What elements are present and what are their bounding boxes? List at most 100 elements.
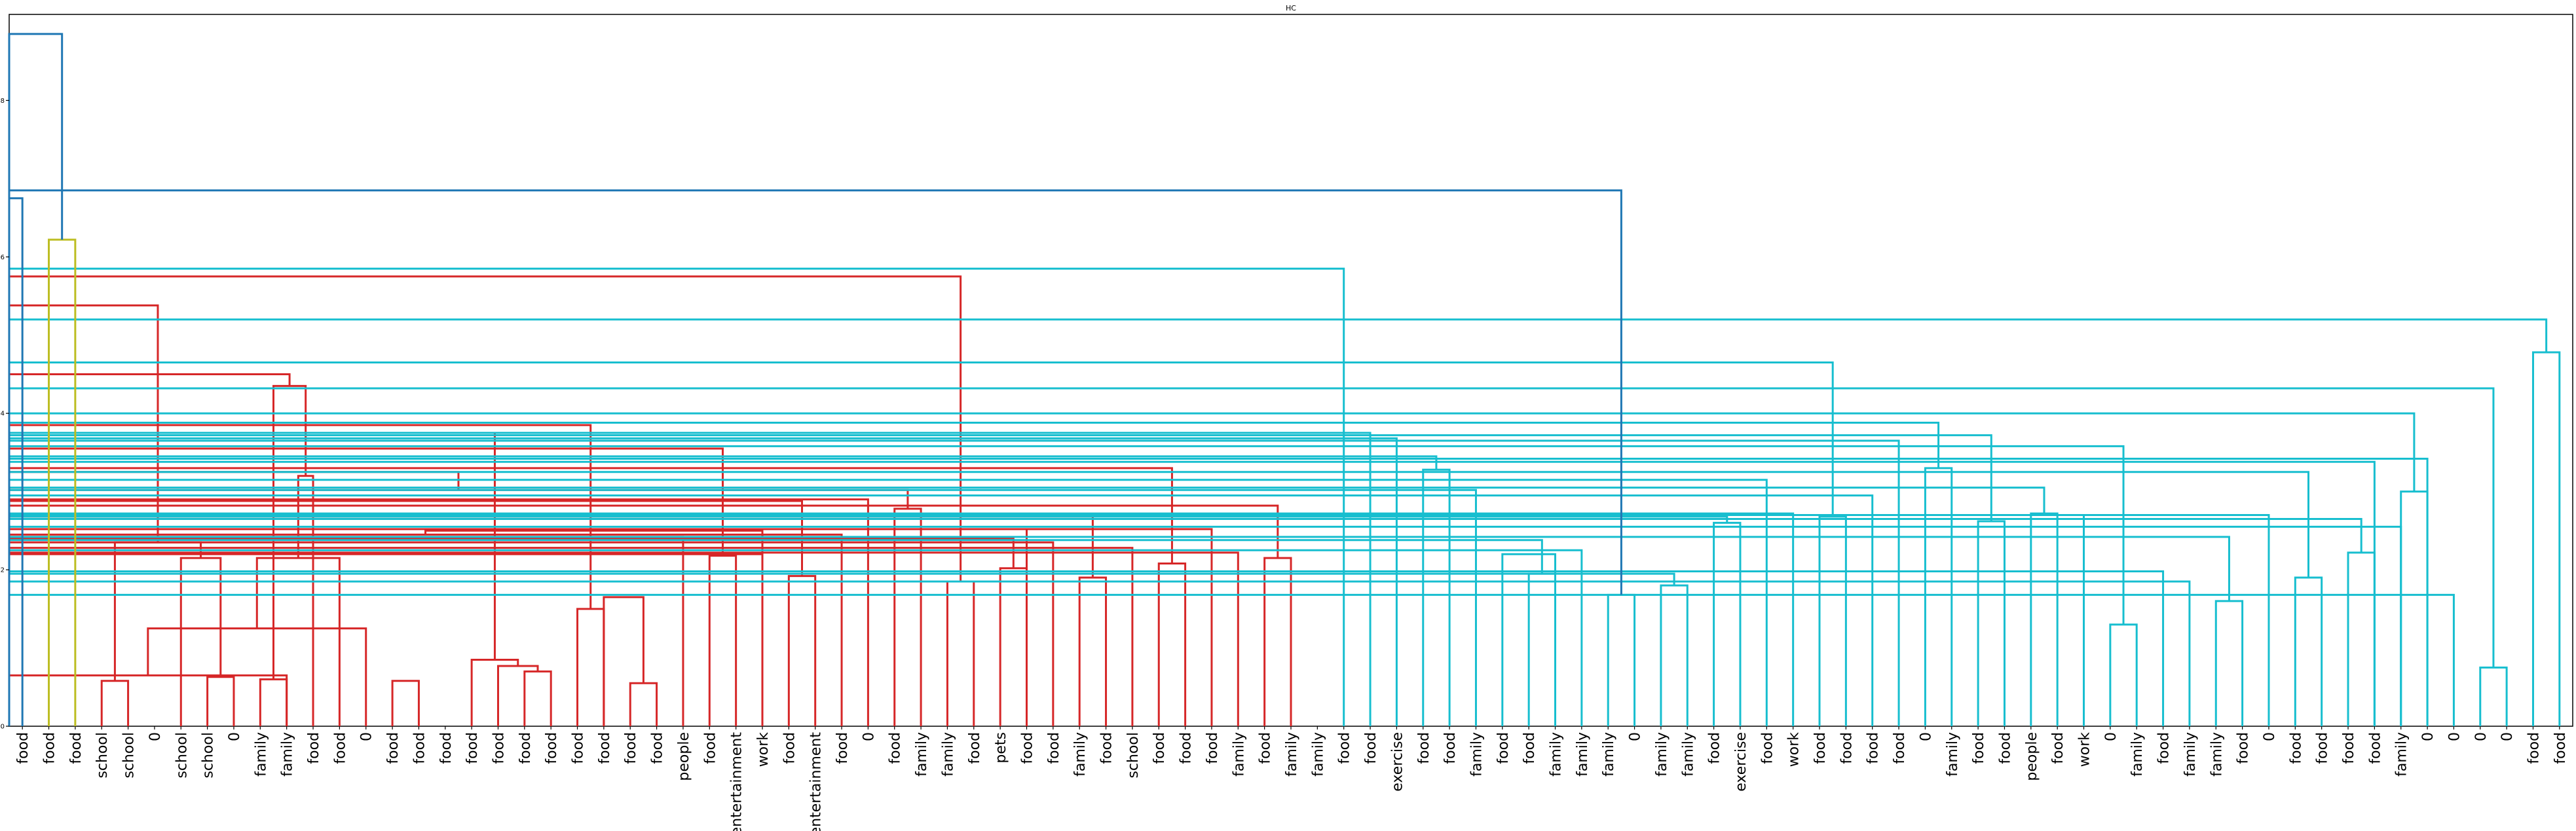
dendrogram-link	[8, 489, 909, 726]
dendrogram-link	[8, 513, 2270, 726]
dendrogram-link	[1977, 520, 2006, 726]
leaf-label: pets	[993, 732, 1009, 764]
dendrogram-link	[272, 384, 307, 680]
leaf-label: work	[1786, 732, 1802, 767]
leaf-label: food	[1707, 732, 1723, 764]
leaf-label: food	[544, 732, 560, 764]
dendrogram-link	[424, 529, 764, 726]
leaf-label: food	[1997, 732, 2013, 764]
leaf-label: 0	[2473, 732, 2490, 741]
dendrogram-link	[8, 489, 1477, 726]
dendrogram-link	[391, 680, 420, 726]
dendrogram-link	[2109, 623, 2138, 726]
dendrogram-link	[8, 536, 2230, 726]
leaf-label: food	[68, 732, 84, 764]
dendrogram-link	[147, 627, 367, 726]
leaf-label: food	[1151, 732, 1168, 764]
dendrogram-link	[2347, 551, 2376, 726]
leaf-label: food	[1204, 732, 1221, 764]
leaf-label: school	[200, 732, 217, 779]
leaf-label: food	[1099, 732, 1115, 764]
leaf-label: entertainment	[808, 732, 825, 831]
leaf-label: family	[2394, 732, 2410, 777]
dendrogram-link	[708, 555, 737, 726]
dendrogram-link	[523, 670, 552, 726]
leaf-label: food	[2526, 732, 2542, 764]
leaf-label: family	[1548, 732, 1565, 777]
dendrogram-link	[8, 432, 1372, 726]
leaf-label: food	[1865, 732, 1882, 764]
dendrogram-link	[8, 674, 288, 726]
dendrogram-link	[2400, 490, 2429, 726]
leaf-label: food	[385, 732, 401, 764]
dendrogram-link	[8, 533, 843, 726]
leaf-label: school	[121, 732, 138, 779]
dendrogram-link	[206, 676, 235, 726]
leaf-label: school	[1125, 732, 1142, 779]
leaf-label: food	[967, 732, 983, 764]
leaf-label: food	[2341, 732, 2357, 764]
leaf-label: food	[623, 732, 639, 764]
leaf-label: family	[1231, 732, 1247, 777]
leaf-label: food	[1892, 732, 1908, 764]
dendrogram-link	[1713, 521, 1742, 726]
dendrogram-link	[946, 580, 975, 726]
leaf-label: family	[914, 732, 930, 777]
leaf-label: food	[597, 732, 613, 764]
dendrogram-link	[100, 680, 130, 726]
leaf-label: family	[1575, 732, 1591, 777]
dendrogram-link	[179, 557, 222, 726]
leaf-label: food	[15, 732, 31, 764]
dendrogram-link	[2479, 666, 2508, 726]
leaf-label: food	[42, 732, 58, 764]
y-tick-label: 6	[1, 254, 5, 261]
leaf-label: food	[1363, 732, 1379, 764]
leaf-label: 0	[359, 732, 375, 741]
leaf-label: family	[253, 732, 269, 777]
leaf-label: food	[1442, 732, 1459, 764]
dendrogram-link	[1660, 584, 1689, 726]
dendrogram-link	[999, 567, 1028, 726]
dendrogram-link	[8, 512, 1795, 726]
dendrogram-link	[8, 525, 2402, 726]
leaf-label: food	[2288, 732, 2304, 764]
chart-title: HC	[1286, 4, 1296, 12]
dendrogram-link	[2030, 512, 2059, 726]
leaf-label: food	[702, 732, 719, 764]
dendrogram-link	[8, 539, 1543, 726]
leaf-label: 0	[1628, 732, 1644, 741]
dendrogram-link	[629, 682, 658, 726]
leaf-label: food	[887, 732, 904, 764]
leaf-label: food	[1046, 732, 1062, 764]
leaf-label: 0	[861, 732, 877, 741]
leaf-label: family	[2209, 732, 2225, 777]
leaf-label: food	[306, 732, 322, 764]
y-axis: 0 2 4 6 8	[1, 98, 9, 731]
dendrogram-link	[113, 541, 202, 681]
leaf-label: 0	[2262, 732, 2278, 741]
leaf-label: family	[280, 732, 296, 777]
leaf-label: family	[1945, 732, 1961, 777]
dendrogram-link	[603, 596, 644, 726]
leaf-label: food	[1812, 732, 1829, 764]
x-axis-leaf-labels: food food food school school 0 school school 0 fa…	[15, 726, 2569, 831]
dendrogram-link	[1422, 468, 1451, 726]
leaf-label: food	[2050, 732, 2066, 764]
dendrogram-link	[8, 432, 496, 726]
dendrogram-link	[8, 424, 592, 726]
leaf-label: food	[1416, 732, 1432, 764]
leaf-label: exercise	[1389, 732, 1406, 792]
leaf-label: people	[2024, 732, 2040, 781]
leaf-label: family	[1601, 732, 1617, 777]
dendrogram-link	[1263, 557, 1292, 726]
dendrogram-link	[787, 575, 817, 726]
leaf-label: 0	[147, 732, 164, 741]
dendrogram-link	[8, 33, 64, 726]
leaf-label: food	[2235, 732, 2252, 764]
leaf-label: school	[174, 732, 190, 779]
leaf-label: family	[2182, 732, 2199, 777]
leaf-label: school	[94, 732, 111, 779]
leaf-label: 0	[2499, 732, 2516, 741]
leaf-label: food	[1178, 732, 1195, 764]
